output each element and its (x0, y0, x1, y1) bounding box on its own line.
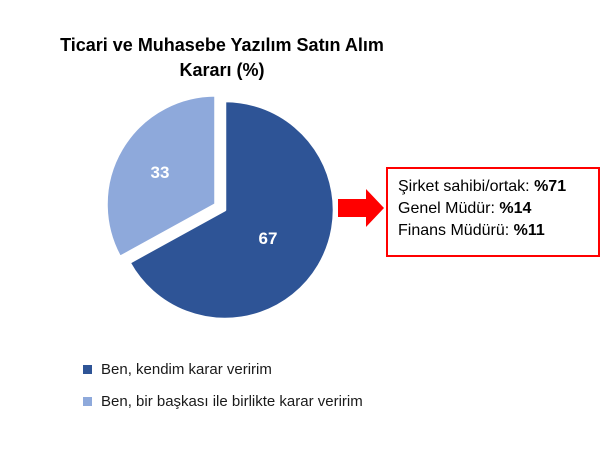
chart-title: Ticari ve Muhasebe Yazılım Satın Alım Ka… (22, 33, 422, 83)
callout-line-2: Genel Müdür: %14 (398, 198, 598, 220)
callout-label-1: Şirket sahibi/ortak: (398, 178, 535, 195)
callout-value-2: %14 (499, 200, 532, 217)
callout-line-3: Finans Müdürü: %11 (398, 220, 598, 242)
legend-marker-light-icon (83, 396, 92, 406)
pie-slice-kendim (128, 99, 336, 321)
callout-label-2: Genel Müdür: (398, 200, 500, 217)
chart-title-line1: Ticari ve Muhasebe Yazılım Satın Alım (60, 35, 384, 55)
chart-legend: Ben, kendim karar veririm Ben, bir başka… (83, 360, 363, 424)
legend-marker-dark-icon (83, 364, 92, 374)
callout-line-1: Şirket sahibi/ortak: %71 (398, 176, 598, 198)
callout-value-3: %11 (513, 222, 545, 239)
callout-value-1: %71 (534, 178, 567, 195)
legend-item-kendim: Ben, kendim karar veririm (83, 360, 363, 378)
pie-slice-birlikte (105, 94, 217, 259)
legend-item-birlikte: Ben, bir başkası ile birlikte karar veri… (83, 392, 363, 410)
pie-data-label-33: 33 (151, 163, 170, 182)
legend-label-kendim: Ben, kendim karar veririm (101, 360, 272, 378)
callout-arrow-icon (338, 189, 384, 227)
callout-box: Şirket sahibi/ortak: %71 Genel Müdür: %1… (386, 167, 600, 257)
pie-data-label-67: 67 (259, 229, 278, 248)
legend-label-birlikte: Ben, bir başkası ile birlikte karar veri… (101, 392, 363, 410)
callout-label-3: Finans Müdürü: (398, 222, 514, 239)
chart-title-line2: Kararı (%) (179, 59, 265, 80)
